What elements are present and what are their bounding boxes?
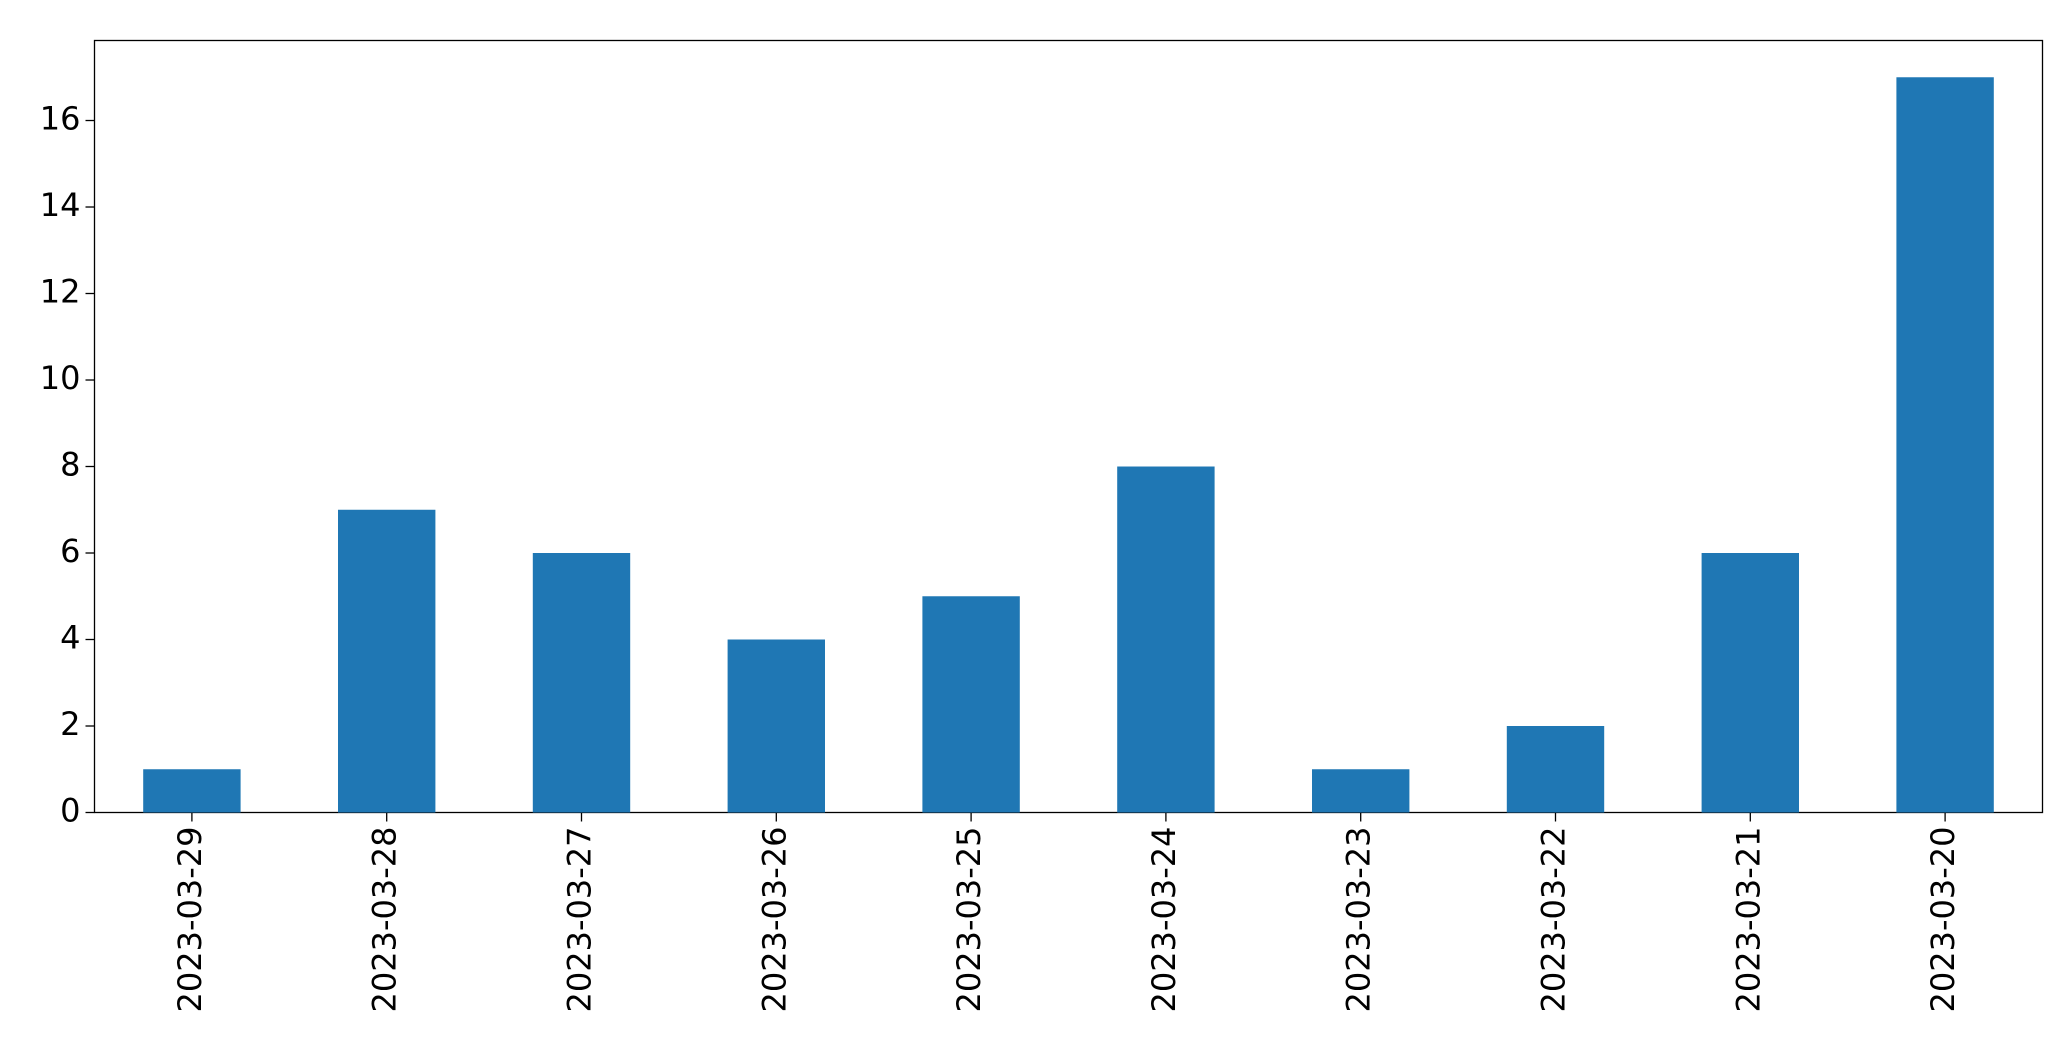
bar bbox=[143, 769, 241, 813]
bar bbox=[532, 553, 631, 813]
bar bbox=[338, 509, 436, 813]
x-tick-label: 2023-03-24 bbox=[1145, 827, 1183, 1013]
bar bbox=[1312, 769, 1410, 813]
x-tick-label: 2023-03-25 bbox=[950, 827, 988, 1013]
x-tick-label: 2023-03-23 bbox=[1340, 827, 1378, 1013]
x-tick-label: 2023-03-20 bbox=[1924, 827, 1962, 1013]
axes-frame bbox=[93, 39, 2044, 814]
bar bbox=[922, 596, 1020, 813]
bar bbox=[727, 639, 825, 813]
bar bbox=[1506, 726, 1605, 813]
y-tick-label: 4 bbox=[60, 619, 80, 657]
y-tick-label: 16 bbox=[40, 100, 81, 138]
bar bbox=[1896, 77, 1994, 813]
x-tick-label: 2023-03-21 bbox=[1729, 827, 1767, 1013]
y-tick-label: 14 bbox=[40, 186, 81, 224]
y-tick-label: 10 bbox=[40, 359, 81, 397]
bar bbox=[1117, 466, 1215, 813]
y-tick-label: 2 bbox=[60, 705, 80, 743]
x-tick-label: 2023-03-27 bbox=[561, 827, 599, 1013]
x-tick-label: 2023-03-28 bbox=[366, 827, 404, 1013]
x-tick-label: 2023-03-29 bbox=[171, 827, 209, 1013]
x-tick-label: 2023-03-26 bbox=[755, 827, 793, 1013]
y-tick-label: 0 bbox=[60, 792, 80, 830]
y-tick-label: 6 bbox=[60, 532, 80, 570]
bar bbox=[1701, 553, 1799, 813]
x-tick-label: 2023-03-22 bbox=[1535, 827, 1573, 1013]
y-tick-label: 12 bbox=[40, 273, 81, 311]
y-tick-label: 8 bbox=[60, 446, 80, 484]
